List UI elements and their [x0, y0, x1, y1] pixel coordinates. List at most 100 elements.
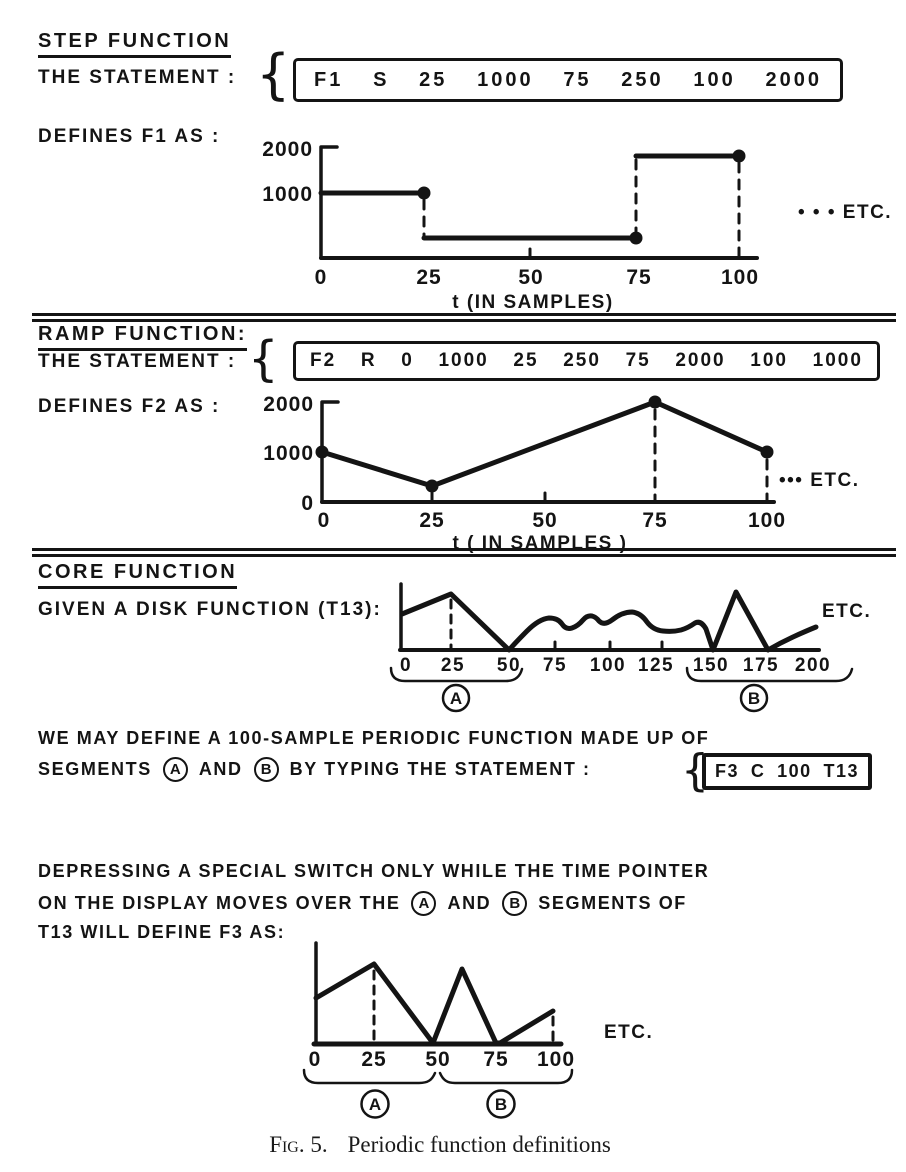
ramp-point-100 [760, 445, 774, 459]
disk-segment-b-letter: B [748, 689, 760, 708]
step-plot-y-axis [319, 145, 339, 260]
step-x-tick-75: 75 [626, 266, 651, 289]
ramp-statement-box: F2 R 0 1000 25 250 75 2000 100 1000 [293, 341, 880, 381]
step-y-tick-2000: 2000 [262, 138, 313, 161]
disk-x-tick-0: 0 [400, 655, 412, 676]
disk-x-tick-100: 100 [590, 655, 626, 676]
ramp-statement-label: THE STATEMENT : [38, 351, 237, 372]
ramp-y-tick-2000: 2000 [263, 393, 314, 416]
f3-segment-b-letter: B [495, 1095, 507, 1114]
disk-curve [399, 589, 819, 653]
ramp-function-heading: RAMP FUNCTION: [38, 323, 248, 351]
stmt-token: 2000 [675, 350, 726, 371]
stmt-token: C [750, 761, 766, 781]
segment-b-badge: B [502, 891, 528, 916]
figure-number: Fig. 5. [269, 1132, 328, 1157]
para1-and-word: AND [198, 759, 243, 779]
ramp-statement-brace: { [248, 331, 279, 387]
f3-x-tick-25: 25 [361, 1048, 386, 1071]
step-x-tick-25: 25 [416, 266, 441, 289]
para1-line1: WE MAY DEFINE A 100-SAMPLE PERIODIC FUNC… [38, 728, 710, 748]
stmt-token: 100 [750, 350, 788, 371]
step-plot: 2000 1000 0 25 50 75 100 t (IN SAMPLES) … [262, 138, 892, 313]
para2-line3: T13 WILL DEFINE F3 AS: [38, 922, 286, 942]
f3-x-tick-50: 50 [425, 1048, 450, 1071]
disk-plot-ticks [553, 640, 664, 652]
para2-line2-pre: ON THE DISPLAY MOVES OVER THE [38, 893, 401, 913]
ramp-line [319, 399, 770, 489]
disk-segment-b-brace [685, 666, 854, 683]
f3-segment-a-brace [302, 1068, 437, 1085]
stmt-token: 2000 [765, 68, 822, 91]
segment-a-badge: A [162, 757, 188, 782]
step-x-tick-100: 100 [721, 266, 759, 289]
disk-x-tick-150: 150 [693, 655, 729, 676]
step-x-tick-0: 0 [315, 266, 328, 289]
f3-plot: 0 25 50 75 100 ETC. A B [302, 941, 652, 1119]
step-function-heading: STEP FUNCTION [38, 30, 232, 58]
ramp-x-tick-0: 0 [318, 509, 331, 532]
stmt-token: 100 [777, 761, 812, 781]
stmt-token: 250 [563, 350, 601, 371]
step-defines-label: DEFINES F1 AS : [38, 126, 221, 147]
section-divider-1 [32, 313, 896, 322]
figure-caption: Fig. 5. Periodic function definitions [150, 1132, 730, 1158]
stmt-token: 25 [419, 68, 448, 91]
ramp-point-75 [648, 395, 662, 409]
disk-segment-b-circle [739, 683, 769, 713]
stmt-token: F2 [310, 350, 337, 371]
f3-segment-a-circle [360, 1089, 390, 1119]
stmt-token: 0 [401, 350, 414, 371]
f3-x-tick-75: 75 [483, 1048, 508, 1071]
step-statement-box: F1 S 25 1000 75 250 100 2000 [293, 58, 843, 102]
ramp-point-0 [315, 445, 329, 459]
step-point-100 [732, 149, 746, 163]
f3-curve [313, 961, 556, 1046]
stmt-token: T13 [823, 761, 859, 781]
f3-x-tick-100: 100 [537, 1048, 575, 1071]
f3-segment-a-letter: A [369, 1095, 381, 1114]
f3-segment-b-brace [438, 1068, 574, 1085]
core-statement-box: F3 C 100 T13 [702, 753, 872, 790]
ramp-x-tick-75: 75 [642, 509, 667, 532]
disk-x-tick-125: 125 [638, 655, 674, 676]
stmt-token: S [373, 68, 390, 91]
ramp-y-tick-0: 0 [301, 492, 314, 515]
step-statement-brace: { [256, 43, 291, 106]
core-function-heading: CORE FUNCTION [38, 561, 238, 589]
ramp-point-25 [425, 479, 439, 493]
step-etc-label: • • • ETC. [798, 202, 892, 223]
para2-and-word: AND [447, 893, 492, 913]
stmt-token: 1000 [812, 350, 863, 371]
step-x-tick-50: 50 [518, 266, 543, 289]
disk-segment-a-brace [389, 666, 524, 683]
ramp-xlabel: t ( IN SAMPLES ) [453, 533, 628, 554]
step-statement-label: THE STATEMENT : [38, 67, 237, 88]
ramp-x-tick-25: 25 [419, 509, 444, 532]
para1-tail: BY TYPING THE STATEMENT : [289, 759, 591, 779]
ramp-defines-label: DEFINES F2 AS : [38, 396, 221, 417]
stmt-token: R [360, 350, 377, 371]
para2-line1: DEPRESSING A SPECIAL SWITCH ONLY WHILE T… [38, 861, 710, 881]
para1-segments-word: SEGMENTS [38, 759, 152, 779]
disk-function-plot: 0 25 50 75 100 125 150 175 200 ETC. A B [389, 582, 870, 713]
ramp-plot-y-axis [320, 400, 340, 504]
section-divider-2 [32, 548, 896, 557]
para1-line2: SEGMENTS A AND B BY TYPING THE STATEMENT… [38, 757, 591, 782]
stmt-token: 25 [513, 350, 539, 371]
stmt-token: 1000 [438, 350, 489, 371]
stmt-token: 100 [693, 68, 736, 91]
stmt-token: 75 [563, 68, 592, 91]
stmt-token: 250 [621, 68, 664, 91]
disk-segment-a-circle [441, 683, 471, 713]
para2-line2: ON THE DISPLAY MOVES OVER THE A AND B SE… [38, 891, 687, 916]
step-point-25 [417, 186, 431, 200]
stmt-token: F1 [314, 68, 344, 91]
step-xlabel: t (IN SAMPLES) [452, 292, 613, 313]
step-y-tick-1000: 1000 [262, 183, 313, 206]
ramp-y-tick-1000: 1000 [263, 442, 314, 465]
para2-line2-post: SEGMENTS OF [538, 893, 687, 913]
disk-x-tick-175: 175 [743, 655, 779, 676]
